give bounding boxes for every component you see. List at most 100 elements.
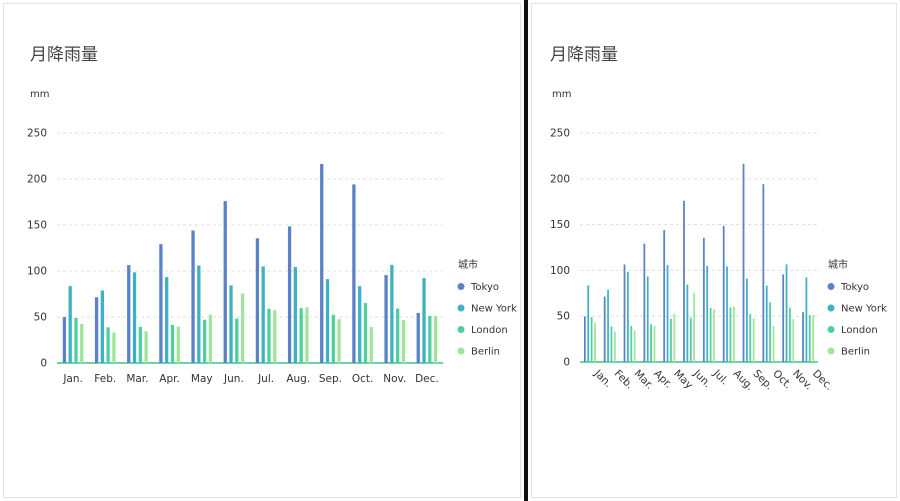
bar-tokyo	[352, 184, 356, 363]
bar-berlin	[208, 314, 213, 363]
x-tick-label: Apr.	[651, 368, 674, 391]
bar-london	[138, 326, 142, 363]
y-tick-label: 0	[40, 358, 47, 370]
bar-london	[267, 308, 271, 363]
y-tick-label: 50	[34, 312, 47, 324]
bar-london	[428, 315, 432, 363]
bar-new-york	[587, 285, 590, 362]
bar-tokyo	[702, 237, 705, 362]
bar-berlin	[633, 330, 636, 362]
bar-berlin	[653, 325, 656, 362]
bar-new-york	[726, 266, 728, 362]
x-tick-label: Aug.	[731, 368, 756, 393]
bar-london	[670, 318, 672, 362]
bar-tokyo	[722, 225, 725, 362]
y-axis-unit: mm	[552, 89, 572, 100]
bar-tokyo	[62, 317, 67, 363]
bar-berlin	[144, 331, 148, 363]
bar-tokyo	[643, 243, 646, 362]
bar-tokyo	[384, 275, 388, 363]
bar-tokyo	[603, 296, 606, 362]
bar-berlin	[594, 323, 596, 362]
bar-london	[203, 319, 207, 363]
bar-berlin	[732, 306, 735, 362]
bar-tokyo	[762, 184, 765, 362]
bar-london	[363, 303, 368, 363]
bar-new-york	[746, 278, 748, 362]
x-tick-label: Aug.	[286, 373, 310, 385]
x-tick-label: Apr.	[159, 373, 180, 385]
bar-berlin	[369, 327, 373, 363]
bar-new-york	[325, 279, 330, 363]
bar-new-york	[422, 278, 426, 363]
bar-berlin	[713, 309, 715, 362]
y-tick-label: 200	[550, 173, 570, 185]
legend-label: Tokyo	[470, 282, 499, 293]
bar-new-york	[293, 267, 297, 363]
x-tick-label: Mar.	[631, 368, 655, 392]
y-tick-label: 100	[550, 265, 570, 277]
bar-london	[170, 324, 175, 363]
bar-london	[729, 307, 732, 362]
bar-tokyo	[683, 200, 685, 362]
x-tick-label: Jan.	[62, 373, 83, 385]
x-tick-label: Jul.	[257, 373, 274, 385]
x-tick-label: Jun.	[690, 367, 713, 390]
legend-swatch	[457, 283, 465, 290]
bar-tokyo	[802, 312, 804, 362]
bar-new-york	[627, 271, 629, 362]
bar-berlin	[80, 323, 84, 363]
x-tick-label: Jun.	[223, 373, 244, 385]
x-tick-label: Mar.	[126, 373, 148, 385]
x-tick-label: Feb.	[612, 368, 636, 392]
y-tick-label: 250	[27, 128, 47, 140]
bar-new-york	[68, 286, 72, 363]
y-tick-label: 150	[550, 219, 570, 231]
bar-berlin	[273, 310, 277, 363]
bar-tokyo	[623, 264, 626, 362]
bar-new-york	[390, 264, 394, 363]
bar-london	[299, 308, 303, 363]
x-tick-label: Sep.	[750, 368, 775, 393]
y-tick-label: 50	[557, 311, 570, 323]
bar-tokyo	[742, 163, 745, 362]
legend-swatch	[827, 347, 835, 355]
y-tick-label: 0	[563, 357, 570, 369]
bar-london	[74, 318, 78, 363]
right-chart-panel: 月降雨量 mm 0 50 100 150 200 250 Jan. Feb. Mar. Apr. M…	[528, 0, 900, 501]
bar-london	[396, 308, 400, 363]
bar-new-york	[132, 272, 137, 363]
bar-new-york	[666, 264, 669, 362]
legend-label: Berlin	[841, 347, 870, 358]
bar-london	[630, 326, 633, 362]
bar-london	[709, 307, 712, 362]
bar-new-york	[165, 277, 169, 363]
right-bar-chart: 0 50 100 150 200 250 Jan.Feb.Mar.Apr.MayJun.Ju…	[550, 128, 887, 393]
bar-berlin	[305, 307, 309, 363]
chart-title: 月降雨量	[30, 45, 98, 65]
bar-berlin	[401, 319, 406, 363]
legend-swatch	[457, 304, 465, 312]
bar-new-york	[100, 290, 104, 363]
x-tick-label: Oct.	[770, 368, 794, 392]
bar-berlin	[812, 315, 815, 362]
x-tick-label: Dec.	[810, 368, 835, 393]
legend-swatch	[827, 283, 835, 290]
bar-tokyo	[191, 230, 195, 363]
legend-swatch	[457, 347, 465, 355]
left-bar-chart: 0 50 100 150 200 250 Jan. Feb. Mar. Apr. May Jun. Ju…	[27, 128, 517, 386]
bar-london	[808, 315, 811, 362]
bar-berlin	[752, 318, 755, 362]
bar-berlin	[112, 332, 116, 363]
bar-london	[689, 317, 692, 362]
legend-title: 城市	[828, 258, 848, 271]
x-tick-label: May	[191, 373, 213, 385]
bar-berlin	[673, 313, 676, 362]
bar-berlin	[792, 319, 795, 362]
bar-new-york	[805, 277, 808, 362]
x-tick-label: Nov.	[383, 373, 406, 385]
bar-london	[789, 307, 791, 362]
left-chart-panel: 月降雨量 mm 0 50 100 150 200 250 Jan. Feb. Mar. Apr. M…	[3, 3, 521, 498]
bar-berlin	[337, 319, 341, 363]
bar-new-york	[646, 276, 649, 362]
